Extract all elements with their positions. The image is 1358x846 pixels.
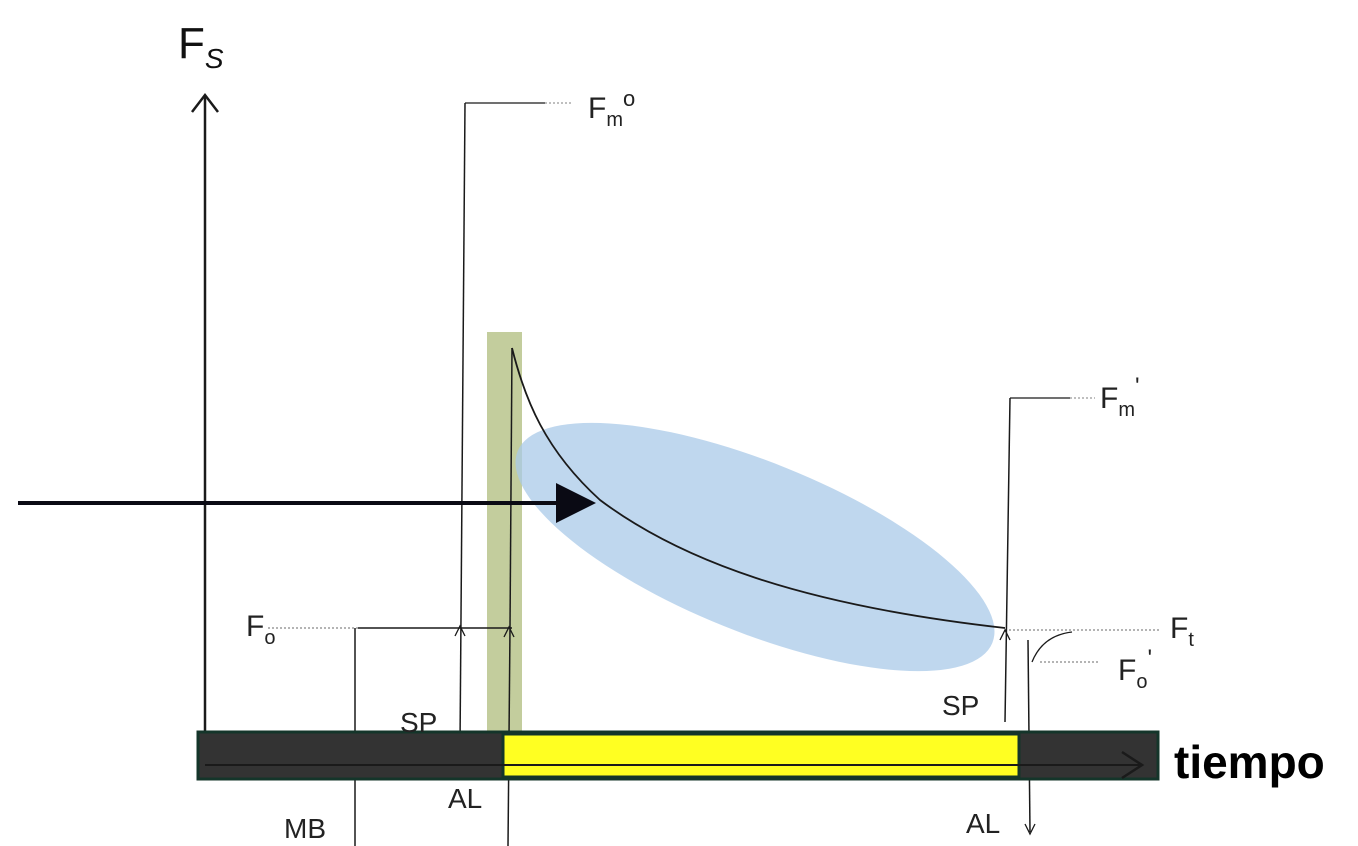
al-right-label: AL <box>966 808 1000 839</box>
ft-label: Ft <box>1170 612 1194 651</box>
fo-prime-recovery-curve <box>1032 632 1072 662</box>
fm0-label: Fmo <box>588 86 635 131</box>
mb-label: MB <box>284 813 326 844</box>
saturation-pulse-highlight <box>487 332 522 740</box>
al-left-label: AL <box>448 783 482 814</box>
y-axis-label: FS <box>178 19 224 74</box>
sp-pulse-left-up <box>460 103 465 745</box>
sp-right-arrow <box>1000 630 1010 640</box>
decay-highlight-ellipse <box>486 372 1024 721</box>
timeline-bar-yellow <box>503 734 1019 777</box>
fmp-label: Fm' <box>1100 373 1140 421</box>
fo-prime-label: Fo' <box>1118 645 1152 693</box>
sp-pulse-right-up <box>1005 398 1010 722</box>
sp-left-label: SP <box>400 707 437 738</box>
fo-label: Fo <box>246 610 275 649</box>
sp-right-label: SP <box>942 690 979 721</box>
time-axis-label: tiempo <box>1174 736 1325 788</box>
